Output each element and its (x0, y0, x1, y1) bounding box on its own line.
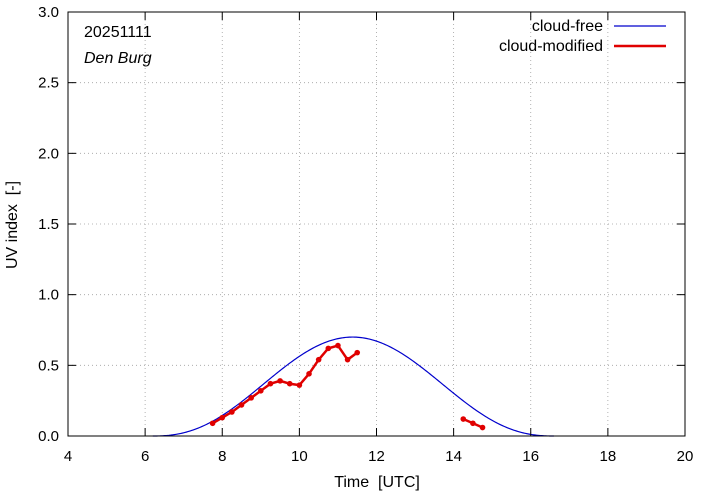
station-label: Den Burg (84, 50, 152, 67)
y-tick-label: 1.0 (38, 287, 59, 304)
legend: cloud-free cloud-modified (499, 18, 666, 55)
data-point-cloud-modified (470, 420, 476, 427)
data-point-cloud-modified (248, 395, 254, 401)
ticks: 4 6 8 10 12 14 16 18 20 0.0 0.5 1.0 1.5 2.0 2.5 3.0 (38, 4, 693, 465)
x-tick-label: 18 (600, 448, 617, 465)
data-point-cloud-modified (354, 349, 361, 356)
x-tick-label: 14 (445, 448, 462, 465)
data-point-cloud-modified (258, 387, 264, 394)
x-tick-label: 12 (368, 448, 385, 465)
data-point-cloud-modified (325, 345, 332, 352)
y-axis-title: UV index [-] (4, 181, 21, 269)
data-point-cloud-modified (335, 342, 341, 349)
data-point-cloud-modified (219, 414, 226, 421)
date-label: 20251111 (84, 24, 152, 41)
x-tick-label: 10 (291, 448, 308, 465)
x-tick-label: 6 (141, 448, 149, 465)
y-tick-label: 2.0 (38, 145, 59, 162)
legend-label-cloud-free: cloud-free (532, 18, 603, 35)
data-point-cloud-modified (277, 378, 283, 384)
data-point-cloud-modified (286, 380, 293, 387)
data-point-cloud-modified (344, 356, 351, 363)
series-line-cloud-modified (211, 344, 358, 425)
data-point-cloud-modified (460, 416, 467, 422)
grid (68, 12, 685, 436)
data-point-cloud-modified (479, 424, 486, 431)
y-tick-label: 3.0 (38, 4, 59, 21)
series-layer (152, 336, 554, 437)
y-tick-label: 2.5 (38, 75, 59, 92)
data-point-cloud-modified (267, 380, 274, 387)
x-tick-label: 16 (522, 448, 539, 465)
data-point-cloud-modified (238, 402, 245, 408)
data-point-cloud-modified (306, 371, 312, 377)
legend-label-cloud-modified: cloud-modified (499, 38, 603, 55)
y-tick-label: 0.0 (38, 428, 59, 445)
data-point-cloud-modified (296, 382, 303, 388)
data-point-cloud-modified (229, 409, 235, 415)
data-point-cloud-modified (315, 356, 322, 363)
x-tick-label: 20 (677, 448, 694, 465)
y-tick-label: 1.5 (38, 216, 59, 233)
data-point-cloud-modified (209, 420, 216, 427)
x-axis-title: Time [UTC] (334, 474, 420, 491)
y-tick-label: 0.5 (38, 357, 59, 374)
x-tick-label: 4 (64, 448, 72, 465)
x-tick-label: 8 (218, 448, 226, 465)
